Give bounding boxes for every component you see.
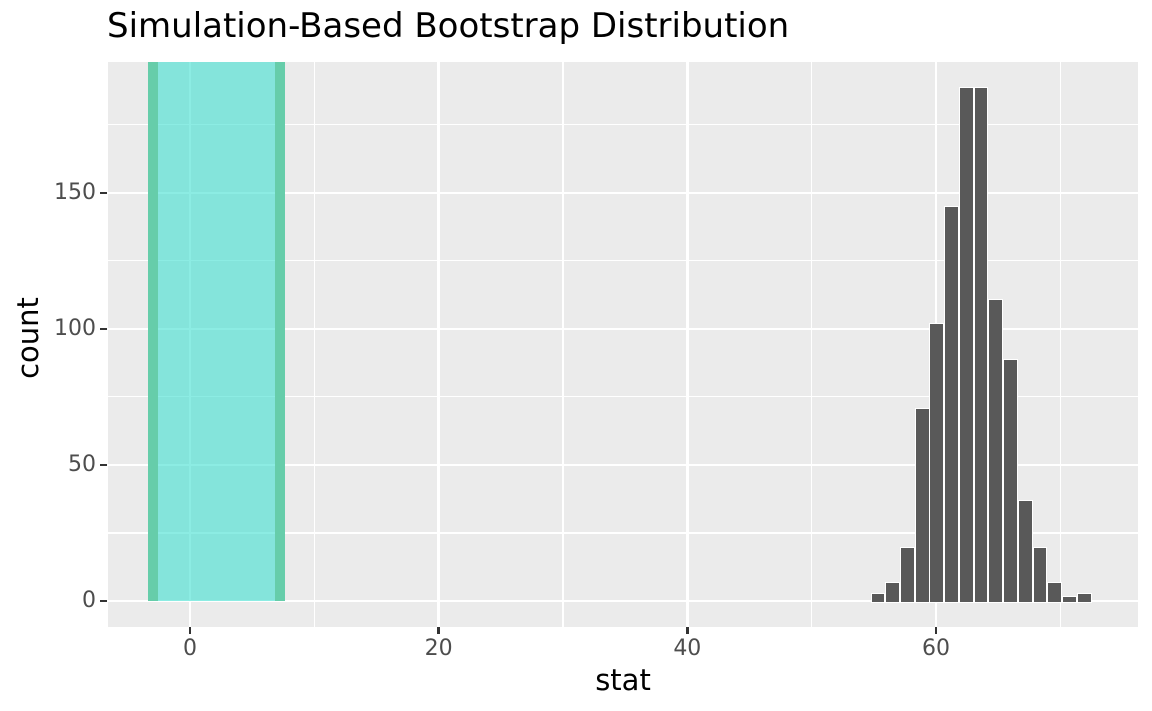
gridline-y-minor xyxy=(108,396,1138,398)
y-axis-title: count xyxy=(11,297,45,379)
x-axis-tick xyxy=(437,627,440,634)
histogram-bar xyxy=(870,592,886,603)
gridline-x-minor xyxy=(562,62,564,627)
y-tick-label: 0 xyxy=(82,588,96,613)
y-tick-label: 150 xyxy=(54,179,96,205)
histogram-bar xyxy=(1047,581,1063,603)
gridline-y-minor xyxy=(108,260,1138,262)
gridline-x-major xyxy=(437,62,440,627)
histogram-bar xyxy=(1017,500,1033,603)
histogram-bar xyxy=(914,407,930,603)
histogram-bar xyxy=(1076,592,1092,603)
gridline-y-minor xyxy=(108,124,1138,126)
histogram-bar xyxy=(944,206,960,603)
histogram-bar xyxy=(958,86,974,603)
gridline-y-major xyxy=(108,463,1138,467)
gridline-y-major xyxy=(108,191,1138,194)
y-axis-tick xyxy=(100,463,107,467)
x-tick-label: 0 xyxy=(183,636,197,661)
x-tick-label: 60 xyxy=(921,636,950,661)
gridline-x-minor xyxy=(313,62,315,627)
histogram-bar xyxy=(1062,595,1077,603)
histogram-bar xyxy=(988,298,1004,603)
gridline-x-major xyxy=(686,62,689,627)
histogram-bar xyxy=(929,323,945,603)
histogram-bar xyxy=(885,581,901,603)
x-axis-tick xyxy=(686,627,689,634)
gridline-x-minor xyxy=(811,62,813,627)
x-axis-title: stat xyxy=(595,663,651,697)
y-tick-label: 100 xyxy=(54,315,96,341)
gridline-y-major xyxy=(108,599,1138,603)
gridline-y-major xyxy=(108,327,1138,330)
y-tick-label: 50 xyxy=(68,451,96,477)
histogram-bar xyxy=(1003,358,1018,603)
plot-panel xyxy=(108,62,1138,627)
plot-title: Simulation-Based Bootstrap Distribution xyxy=(107,6,790,46)
ci-endpoint-line-lower xyxy=(148,62,159,601)
x-tick-label: 20 xyxy=(424,636,453,661)
y-axis-tick xyxy=(100,191,107,194)
histogram-bar xyxy=(1032,546,1048,603)
gridline-x-minor xyxy=(1059,62,1061,627)
ci-endpoint-line-upper xyxy=(275,62,285,601)
confidence-interval-band xyxy=(153,62,280,601)
y-axis-tick xyxy=(100,327,107,330)
histogram-bar xyxy=(899,546,915,603)
x-axis-tick xyxy=(188,627,192,634)
x-axis-tick xyxy=(934,627,938,634)
histogram-bar xyxy=(973,86,989,603)
x-tick-label: 40 xyxy=(673,636,702,661)
gridline-y-minor xyxy=(108,532,1138,534)
y-axis-tick xyxy=(100,599,107,603)
